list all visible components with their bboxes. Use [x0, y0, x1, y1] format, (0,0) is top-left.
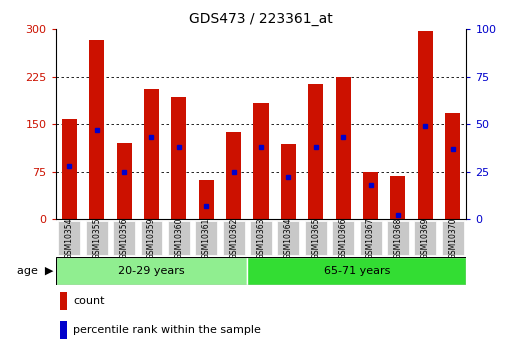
- Text: GSM10362: GSM10362: [229, 217, 238, 259]
- Bar: [60, 321, 67, 339]
- Bar: [144, 89, 159, 219]
- FancyBboxPatch shape: [58, 221, 81, 255]
- Bar: [418, 31, 433, 219]
- Text: GSM10360: GSM10360: [174, 217, 183, 259]
- Text: GSM10369: GSM10369: [421, 217, 430, 259]
- Bar: [335, 77, 351, 219]
- FancyBboxPatch shape: [359, 221, 382, 255]
- Bar: [445, 113, 460, 219]
- FancyBboxPatch shape: [56, 257, 248, 285]
- Text: GSM10367: GSM10367: [366, 217, 375, 259]
- Text: age  ▶: age ▶: [16, 266, 53, 276]
- Text: GSM10370: GSM10370: [448, 217, 457, 259]
- Bar: [363, 171, 378, 219]
- FancyBboxPatch shape: [223, 221, 244, 255]
- Bar: [281, 145, 296, 219]
- Bar: [199, 180, 214, 219]
- Bar: [171, 97, 187, 219]
- FancyBboxPatch shape: [140, 221, 162, 255]
- FancyBboxPatch shape: [195, 221, 217, 255]
- Text: GDS473 / 223361_at: GDS473 / 223361_at: [189, 12, 333, 26]
- FancyBboxPatch shape: [414, 221, 436, 255]
- FancyBboxPatch shape: [168, 221, 190, 255]
- Text: percentile rank within the sample: percentile rank within the sample: [73, 325, 261, 335]
- Text: count: count: [73, 296, 105, 306]
- FancyBboxPatch shape: [250, 221, 272, 255]
- FancyBboxPatch shape: [86, 221, 108, 255]
- Bar: [60, 292, 67, 310]
- FancyBboxPatch shape: [248, 257, 466, 285]
- Text: GSM10359: GSM10359: [147, 217, 156, 259]
- FancyBboxPatch shape: [442, 221, 464, 255]
- Bar: [391, 176, 405, 219]
- Text: GSM10363: GSM10363: [257, 217, 266, 259]
- Bar: [253, 104, 269, 219]
- Bar: [117, 143, 131, 219]
- Text: GSM10368: GSM10368: [393, 217, 402, 259]
- Text: GSM10365: GSM10365: [311, 217, 320, 259]
- Text: GSM10355: GSM10355: [92, 217, 101, 259]
- Text: 65-71 years: 65-71 years: [324, 266, 390, 276]
- Bar: [308, 84, 323, 219]
- FancyBboxPatch shape: [387, 221, 409, 255]
- FancyBboxPatch shape: [278, 221, 299, 255]
- Text: GSM10356: GSM10356: [120, 217, 129, 259]
- FancyBboxPatch shape: [332, 221, 354, 255]
- Bar: [62, 119, 77, 219]
- Text: GSM10354: GSM10354: [65, 217, 74, 259]
- FancyBboxPatch shape: [113, 221, 135, 255]
- Text: GSM10361: GSM10361: [202, 217, 211, 259]
- FancyBboxPatch shape: [305, 221, 326, 255]
- Text: GSM10364: GSM10364: [284, 217, 293, 259]
- Bar: [226, 132, 241, 219]
- Bar: [89, 40, 104, 219]
- Text: 20-29 years: 20-29 years: [118, 266, 185, 276]
- Text: GSM10366: GSM10366: [339, 217, 348, 259]
